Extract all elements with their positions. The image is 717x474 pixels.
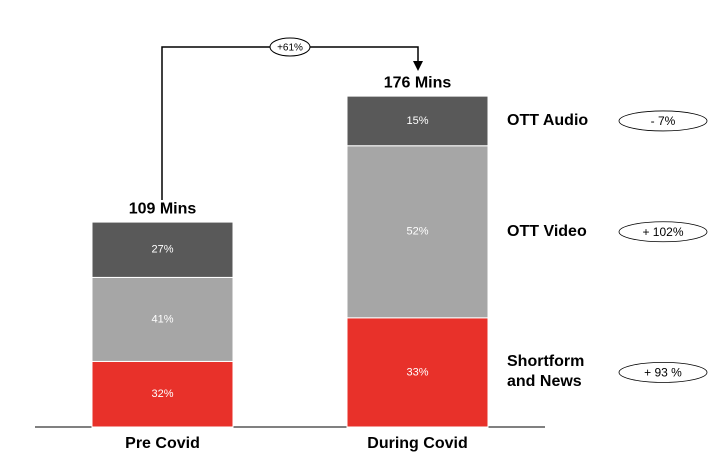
- x-tick-label: Pre Covid: [125, 435, 200, 452]
- growth-ellipse: [269, 37, 311, 57]
- legend-label: OTT Audio: [507, 111, 589, 129]
- total-label: 176 Mins: [384, 74, 452, 91]
- change-ellipse: [618, 221, 708, 243]
- segment-label: 27%: [151, 244, 173, 256]
- segment-label: 15%: [406, 115, 428, 127]
- change-ellipse: [618, 362, 708, 383]
- bar-segment: [346, 145, 489, 319]
- change-label: + 102%: [642, 225, 683, 239]
- segment-label: 32%: [151, 388, 173, 400]
- x-tick-label: During Covid: [367, 435, 467, 452]
- change-label: - 7%: [651, 114, 676, 128]
- bar-segment: [91, 276, 234, 362]
- segment-label: 33%: [406, 366, 428, 378]
- segment-label: 52%: [406, 226, 428, 238]
- bar-segment: [91, 360, 234, 428]
- arrow-head: [413, 61, 423, 71]
- bar-segment: [91, 221, 234, 278]
- change-label: + 93 %: [644, 366, 682, 380]
- bar-segment: [346, 95, 489, 147]
- legend-label: OTT Video: [507, 222, 587, 240]
- total-label: 109 Mins: [129, 200, 197, 217]
- legend-label: Shortform and News: [507, 353, 585, 391]
- growth-label: +61%: [277, 43, 303, 54]
- segment-label: 41%: [151, 313, 173, 325]
- change-ellipse: [618, 110, 708, 132]
